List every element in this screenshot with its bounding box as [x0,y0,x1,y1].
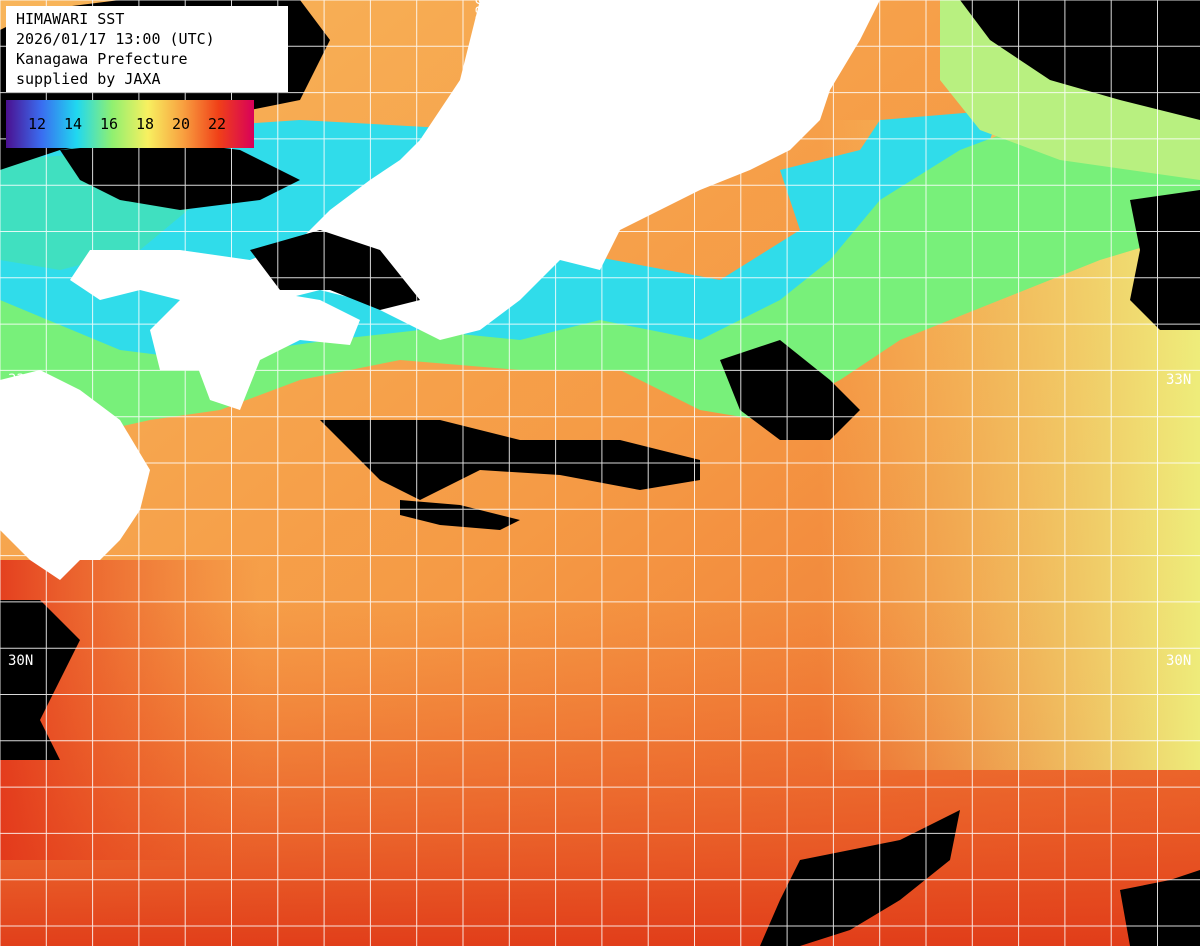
cloud-kii-lower [400,500,520,530]
latitude-label-33n-left: 33N [8,372,34,388]
legend-ticks: 12 14 16 18 20 22 [6,100,254,148]
observation-datetime: 2026/01/17 13:00 (UTC) [16,30,215,48]
longitude-label: 136E [474,0,490,22]
legend-colorbar [6,100,254,148]
cloud-kii-band [320,420,700,500]
latitude-label-30n-right: 30N [1166,653,1192,669]
credit-label: supplied by JAXA [16,70,161,88]
mid-coastal-water [0,60,1200,440]
cloud-southwest-left [0,600,80,760]
cloud-northwest [60,140,300,210]
legend-tick: 12 [28,115,47,133]
latitude-label-33n-right: 33N [1166,372,1192,388]
legend-tick: 22 [208,115,227,133]
land-kyushu [0,370,150,580]
cloud-shikoku-coast [250,230,420,310]
organization-label: Kanagawa Prefecture [16,50,188,68]
cloud-northeast [960,0,1200,120]
info-box: HIMAWARI SST 2026/01/17 13:00 (UTC) Kana… [6,6,288,92]
cloud-east-coast [720,340,860,440]
legend-tick: 18 [136,115,155,133]
legend-tick: 20 [172,115,191,133]
cloud-east-patch [1130,190,1200,330]
legend-tick: 16 [100,115,119,133]
cloud-south-band [760,810,960,946]
latitude-label-30n-left: 30N [8,653,34,669]
legend-tick: 14 [64,115,83,133]
cloud-southeast [1120,870,1200,946]
product-title: HIMAWARI SST [16,10,125,28]
